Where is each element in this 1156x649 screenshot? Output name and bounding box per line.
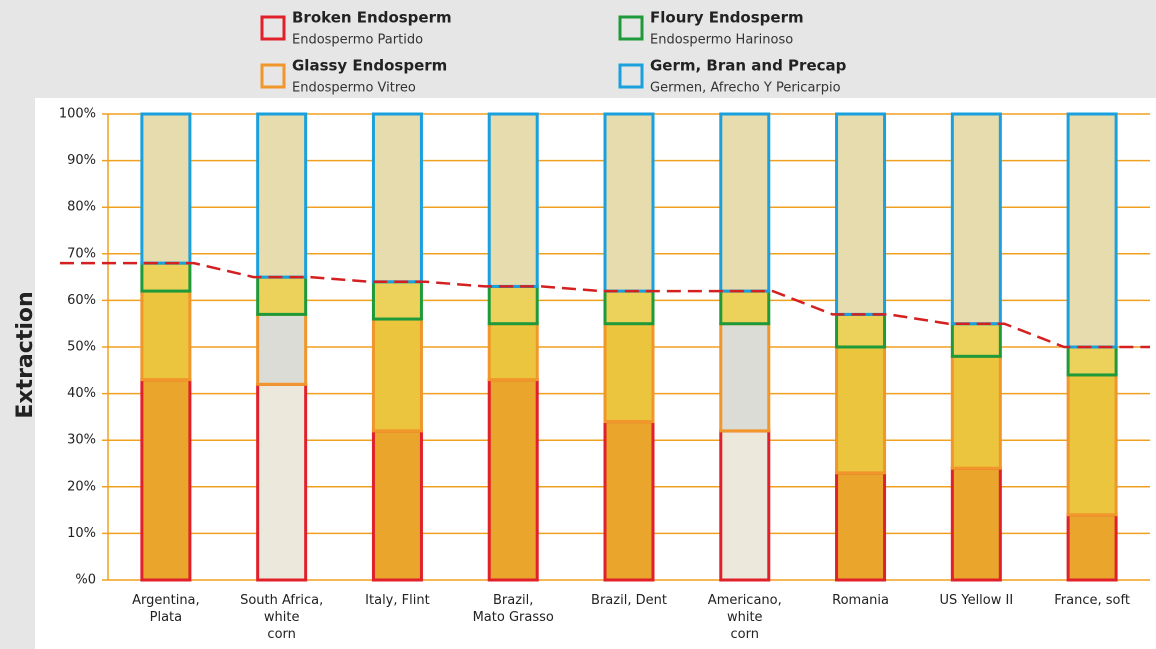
bar-segment xyxy=(603,112,655,293)
legend-swatch xyxy=(260,15,286,41)
bar-segment xyxy=(835,112,887,316)
legend-label: Broken Endosperm xyxy=(292,9,452,27)
y-axis-title: Extraction xyxy=(13,291,38,418)
legend-sublabel: Endospermo Vitreo xyxy=(292,81,416,96)
bar-segment xyxy=(140,289,192,382)
legend-label: Glassy Endosperm xyxy=(292,57,447,75)
x-tick-label: Brazil, Dent xyxy=(591,593,667,608)
y-tick-label: 90% xyxy=(67,153,96,168)
legend-swatch xyxy=(260,63,286,89)
x-tick-label: South Africa, white corn xyxy=(240,593,323,642)
bar-segment xyxy=(719,322,771,433)
legend-swatch xyxy=(618,15,644,41)
bar-segment xyxy=(1066,373,1118,517)
extraction-line xyxy=(60,261,1150,349)
bar-segment xyxy=(1066,345,1118,377)
bar-segment xyxy=(487,284,539,326)
x-tick-label: Americano, white corn xyxy=(708,593,782,642)
bar-segment xyxy=(487,322,539,382)
x-tick-label: Argentina, Plata xyxy=(132,593,200,625)
bar-segment xyxy=(256,382,308,582)
bar-segment xyxy=(835,345,887,475)
bar-segment xyxy=(371,317,423,433)
bar-segment xyxy=(719,289,771,326)
y-tick-label: 80% xyxy=(67,200,96,215)
bar-segment xyxy=(950,466,1002,582)
y-tick-label: 100% xyxy=(59,107,96,122)
bar-segment xyxy=(371,429,423,582)
y-tick-label: 20% xyxy=(67,479,96,494)
bar-segment xyxy=(603,420,655,582)
bar-segment xyxy=(950,322,1002,358)
bar-segment xyxy=(140,378,192,582)
x-tick-label: Romania xyxy=(832,593,889,608)
legend-sublabel: Endospermo Partido xyxy=(292,33,423,48)
x-tick-label: France, soft xyxy=(1054,593,1130,608)
legend-swatch xyxy=(618,63,644,89)
y-tick-label: 70% xyxy=(67,246,96,261)
bar-segment xyxy=(603,322,655,424)
legend-sublabel: Endospermo Harinoso xyxy=(650,33,793,48)
bar-segment xyxy=(487,378,539,582)
bar-segment xyxy=(719,429,771,582)
bar-segment xyxy=(1066,513,1118,582)
y-tick-label: 50% xyxy=(67,340,96,355)
x-tick-label: Italy, Flint xyxy=(365,593,430,608)
bar-segment xyxy=(487,112,539,288)
y-tick-label: 40% xyxy=(67,386,96,401)
legend-sublabel: Germen, Afrecho Y Pericarpio xyxy=(650,81,841,96)
bar-segment xyxy=(256,312,308,386)
bar-segment xyxy=(256,275,308,316)
bar-segment xyxy=(835,471,887,582)
legend-label: Germ, Bran and Precap xyxy=(650,57,847,75)
bar-segment xyxy=(1066,112,1118,349)
bar-segment xyxy=(371,112,423,284)
bar-segment xyxy=(603,289,655,326)
bar-segment xyxy=(719,112,771,293)
bar-segment xyxy=(950,112,1002,326)
x-tick-label: US Yellow II xyxy=(939,593,1013,608)
bar-segment xyxy=(140,112,192,265)
bar-segment xyxy=(256,112,308,279)
bar-segment xyxy=(835,312,887,349)
bar-segment xyxy=(371,280,423,321)
bar-segment xyxy=(950,354,1002,470)
legend-label: Floury Endosperm xyxy=(650,9,804,27)
y-tick-label: 30% xyxy=(67,433,96,448)
y-tick-label: %0 xyxy=(75,573,96,588)
bar-segment xyxy=(140,261,192,293)
y-tick-label: 60% xyxy=(67,293,96,308)
x-tick-label: Brazil, Mato Grasso xyxy=(473,593,554,625)
y-tick-label: 10% xyxy=(67,526,96,541)
